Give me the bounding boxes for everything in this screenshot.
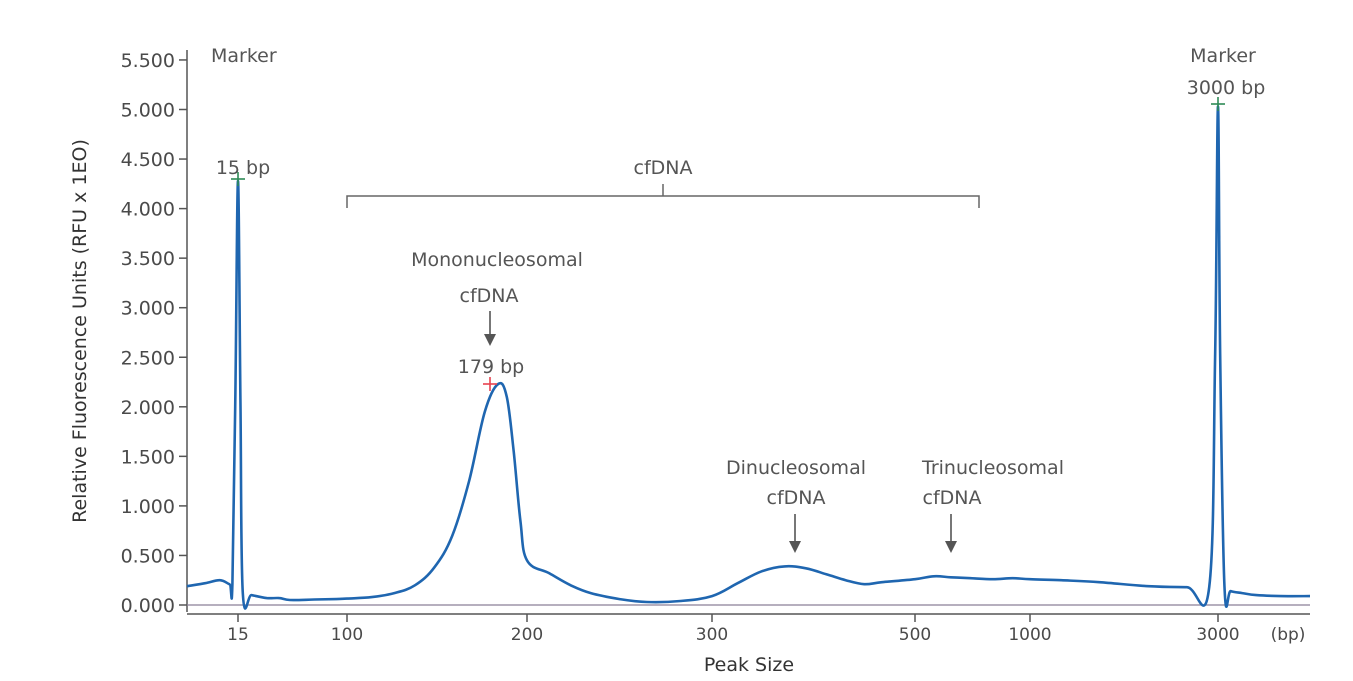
marker-right-label: Marker (1190, 45, 1256, 67)
x-tick-label: 200 (511, 625, 543, 645)
tri-label-line2: cfDNA (923, 487, 982, 509)
tri-label-line1: Trinucleosomal (921, 457, 1064, 479)
peak-markers (231, 97, 1225, 391)
cfdna-bracket-line (346, 184, 980, 208)
x-tick-label: 300 (696, 625, 728, 645)
x-tick-label: 500 (899, 625, 931, 645)
di-arrow (789, 514, 801, 553)
y-tick-label: 1.500 (121, 446, 175, 468)
y-tick-label: 0.000 (121, 595, 175, 617)
cfdna-bracket-label: cfDNA (634, 157, 693, 179)
y-tick-label: 3.000 (121, 298, 175, 320)
y-tick-label: 4.500 (121, 149, 175, 171)
x-tick-label: 100 (331, 625, 363, 645)
marker-left-label: Marker (211, 45, 277, 67)
mono-label-line2: cfDNA (460, 285, 519, 307)
y-tick-label: 2.000 (121, 397, 175, 419)
peak-marker-179bp (483, 377, 497, 391)
x-tick-label: 15 (227, 625, 249, 645)
annotations: Marker 15 bp Marker 3000 bp Mononucleoso… (211, 45, 1265, 553)
y-tick-label: 0.500 (121, 545, 175, 567)
y-axis: 0.000 0.500 1.000 1.500 2.000 2.500 3.000 3.500… (69, 50, 188, 617)
mono-arrow (484, 311, 496, 346)
tri-arrow (945, 514, 957, 553)
y-tick-label: 2.500 (121, 347, 175, 369)
mono-peak-label: 179 bp (458, 356, 524, 378)
x-tick-label: 3000 (1196, 625, 1239, 645)
x-ticks: 15 100 200 300 500 1000 3000 (227, 614, 1240, 645)
di-label-line1: Dinucleosomal (726, 457, 866, 479)
di-label-line2: cfDNA (767, 487, 826, 509)
y-tick-label: 5.500 (121, 50, 175, 72)
y-tick-label: 3.500 (121, 248, 175, 270)
y-tick-label: 4.000 (121, 199, 175, 221)
peak-marker-15bp (231, 172, 245, 186)
y-axis-title: Relative Fluorescence Units (RFU x 1EO) (69, 139, 91, 523)
marker-left-peak-label: 15 bp (216, 157, 270, 179)
x-tick-label: 1000 (1008, 625, 1051, 645)
fluorescence-trace (186, 105, 1311, 610)
y-tick-label: 1.000 (121, 496, 175, 518)
marker-right-peak-label: 3000 bp (1187, 77, 1266, 99)
x-axis-title: Peak Size (704, 654, 794, 676)
x-axis: 15 100 200 300 500 1000 3000 (bp) Peak Size (187, 604, 1310, 676)
cfdna-bracket: cfDNA (346, 157, 980, 208)
mono-label-line1: Mononucleosomal (411, 249, 583, 271)
x-axis-unit: (bp) (1271, 625, 1306, 645)
y-tick-label: 5.000 (121, 100, 175, 122)
y-ticks: 0.000 0.500 1.000 1.500 2.000 2.500 3.000 3.500… (121, 50, 187, 617)
peak-marker-3000bp (1211, 97, 1225, 111)
